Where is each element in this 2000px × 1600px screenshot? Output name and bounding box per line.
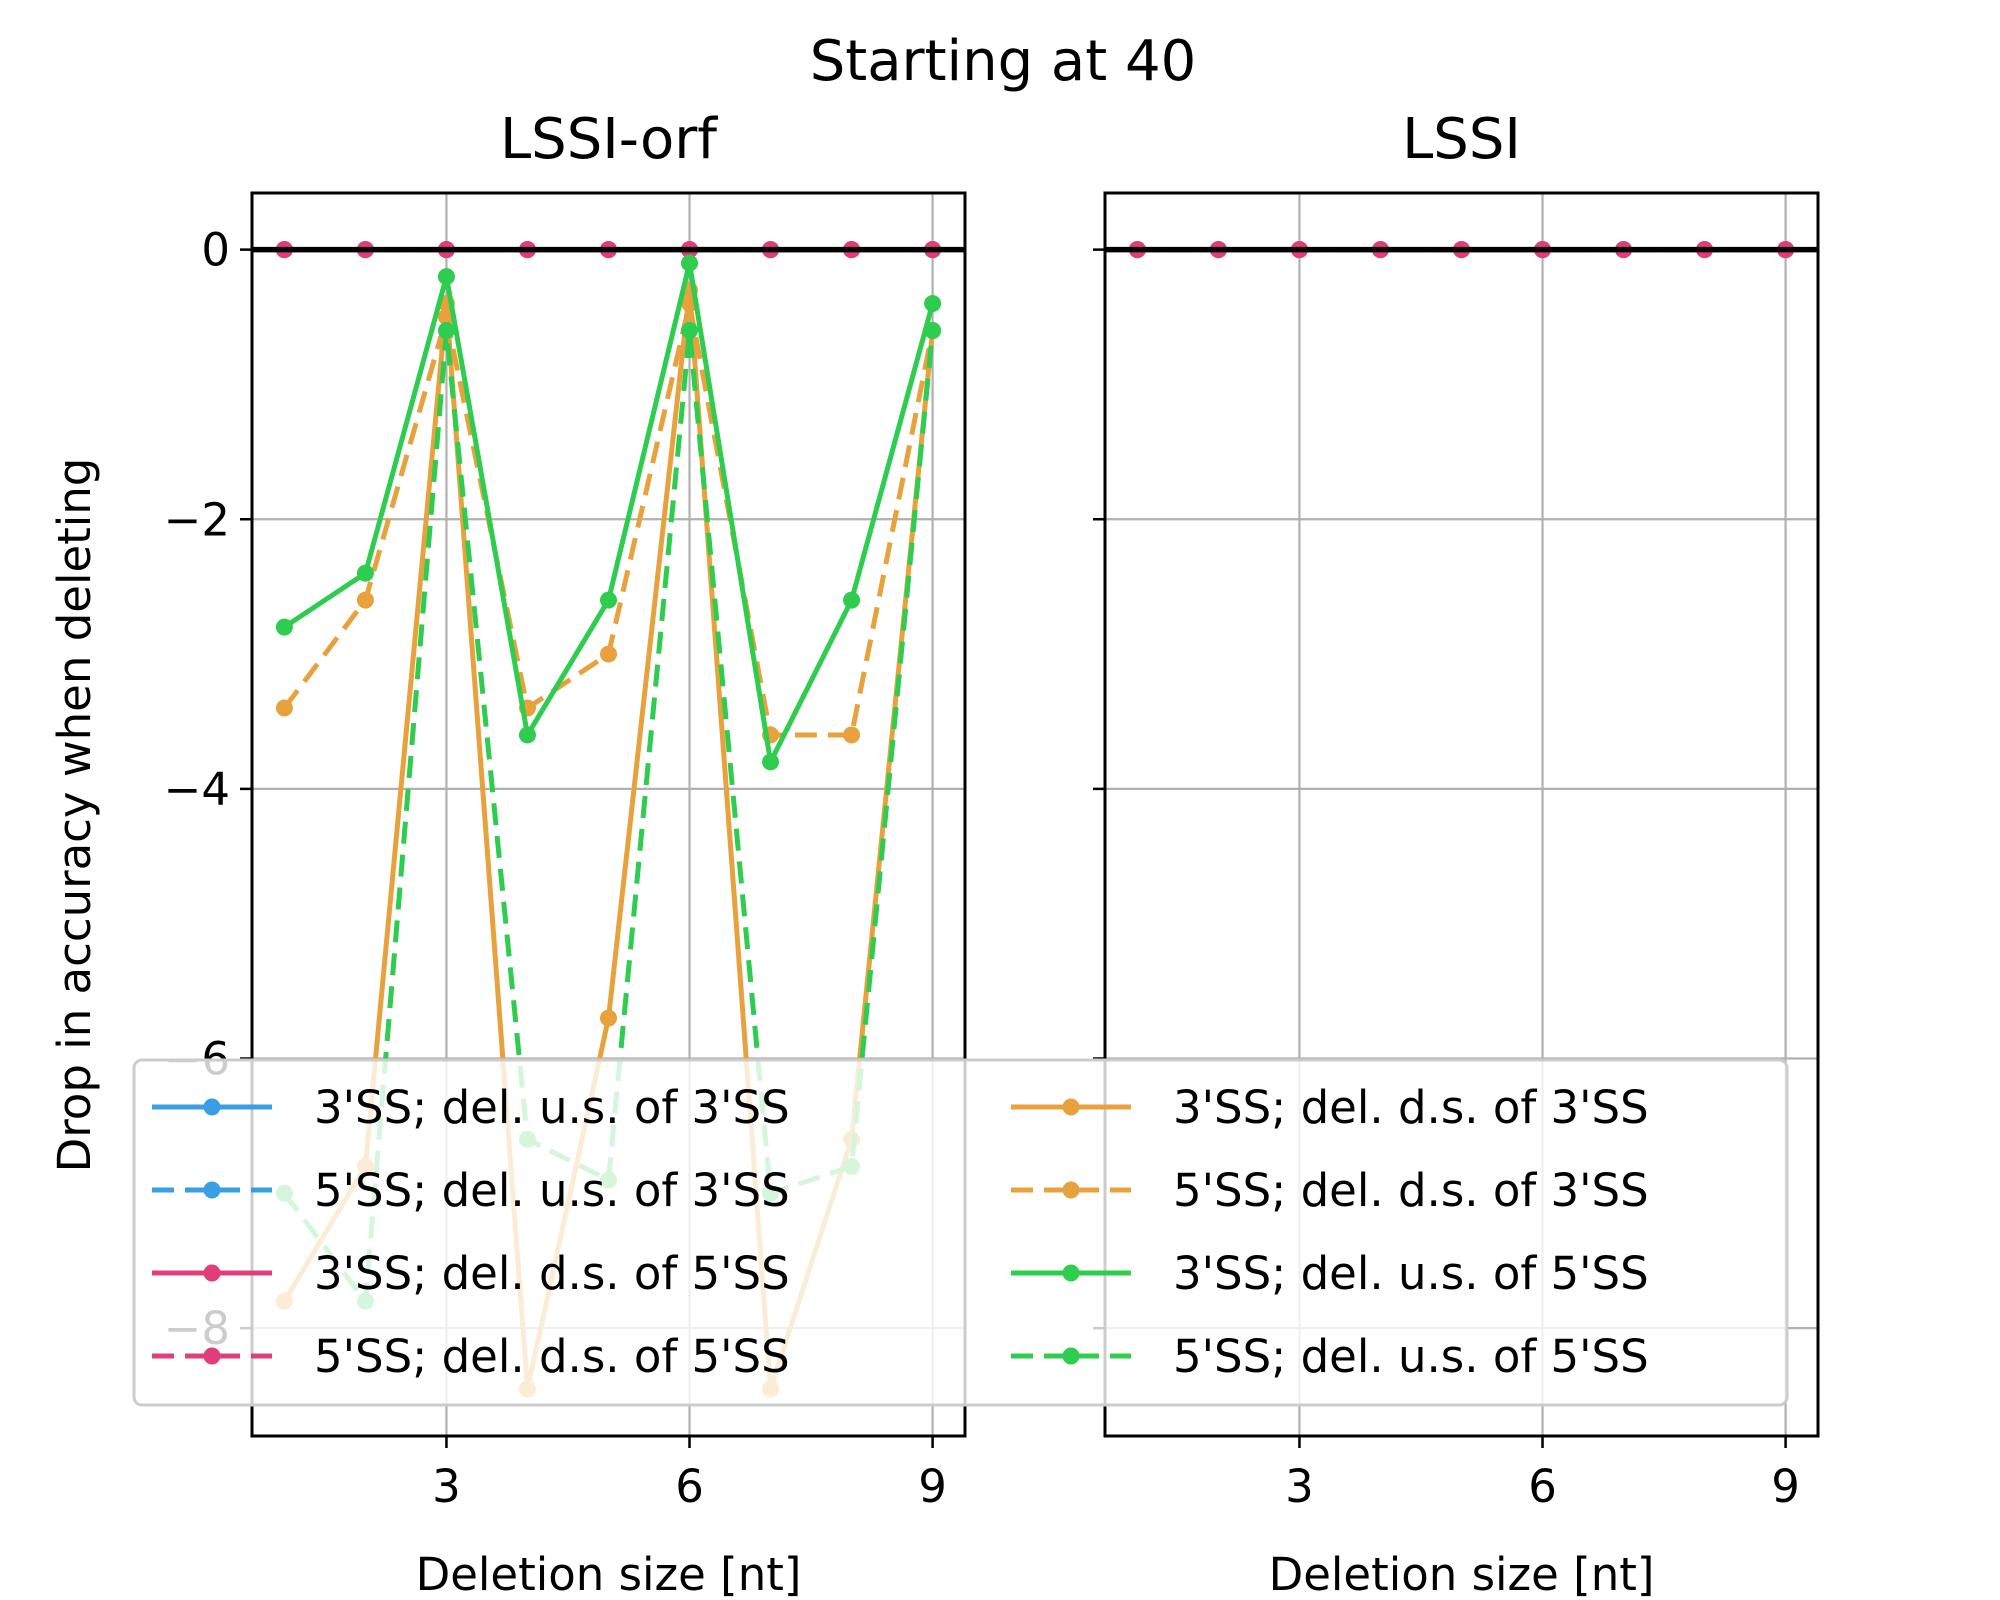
legend-label: 5'SS; del. u.s. of 3'SS [314, 1164, 790, 1217]
x-axis-label: Deletion size [nt] [1269, 1548, 1655, 1600]
data-point [924, 322, 942, 340]
legend-label: 5'SS; del. d.s. of 5'SS [314, 1330, 790, 1383]
panel-lssi: 3 6 9 LSSI Deletion size [nt] [1093, 107, 1820, 1600]
legend-swatch-marker [203, 1181, 221, 1199]
y-tick-label: 0 [201, 224, 230, 277]
panel-title: LSSI [1402, 107, 1521, 172]
panel-title: LSSI-orf [500, 107, 718, 172]
legend-label: 3'SS; del. d.s. of 3'SS [1173, 1081, 1649, 1134]
data-point [600, 591, 617, 609]
data-point [437, 268, 455, 286]
legend-label: 3'SS; del. d.s. of 5'SS [314, 1247, 790, 1300]
legend-label: 3'SS; del. u.s. of 3'SS [314, 1081, 790, 1134]
legend-swatch-marker [203, 1098, 221, 1116]
y-tick-label: −4 [164, 763, 230, 816]
data-point [681, 254, 699, 272]
legend-entry-5-ss-del-u-s-of-5-ss: 5'SS; del. u.s. of 5'SS [1011, 1330, 1649, 1383]
legend: 3'SS; del. u.s. of 3'SS 5'SS; del. u.s. o… [132, 1058, 1789, 1407]
x-axis-label: Deletion size [nt] [416, 1548, 802, 1600]
legend-label: 3'SS; del. u.s. of 5'SS [1173, 1247, 1649, 1300]
legend-entry-5-ss-del-d-s-of-3-ss: 5'SS; del. d.s. of 3'SS [1011, 1164, 1649, 1217]
x-tick-label: 3 [1285, 1460, 1314, 1513]
data-point [924, 295, 942, 313]
series-line [283, 260, 936, 765]
data-point [356, 591, 374, 609]
legend-entry-3-ss-del-d-s-of-3-ss: 3'SS; del. d.s. of 3'SS [1011, 1081, 1649, 1134]
legend-label: 5'SS; del. d.s. of 3'SS [1173, 1164, 1649, 1217]
data-point [275, 699, 293, 717]
legend-swatch-marker [203, 1347, 221, 1365]
legend-swatch-marker [1062, 1181, 1080, 1199]
legend-swatch-marker [203, 1264, 221, 1282]
data-point [437, 322, 455, 340]
x-tick-label: 3 [432, 1460, 461, 1513]
x-tick-label: 6 [1528, 1460, 1557, 1513]
data-point [600, 645, 617, 663]
legend-swatch-marker [1062, 1347, 1080, 1365]
data-point [843, 726, 861, 744]
x-tick-label: 6 [675, 1460, 704, 1513]
legend-entry-3-ss-del-d-s-of-5-ss: 3'SS; del. d.s. of 5'SS [152, 1247, 790, 1300]
y-axis-label: Drop in accuracy when deleting [48, 458, 101, 1173]
legend-frame [132, 1058, 1789, 1407]
axes-frame [250, 191, 967, 1438]
axes-frame [1103, 191, 1820, 1438]
legend-entry-5-ss-del-d-s-of-5-ss: 5'SS; del. d.s. of 5'SS [152, 1330, 790, 1383]
legend-swatch-marker [1062, 1098, 1080, 1116]
figure-title: Starting at 40 [810, 29, 1197, 94]
legend-entry-5-ss-del-u-s-of-3-ss: 5'SS; del. u.s. of 3'SS [152, 1164, 790, 1217]
data-point [275, 618, 293, 636]
x-tick-label: 9 [1771, 1460, 1800, 1513]
legend-swatch-marker [1062, 1264, 1080, 1282]
data-point [681, 322, 699, 340]
data-point [843, 591, 861, 609]
data-point [600, 1009, 617, 1027]
y-tick-label: −2 [164, 493, 230, 546]
data-point [356, 564, 374, 582]
legend-label: 5'SS; del. u.s. of 5'SS [1173, 1330, 1649, 1383]
series-3-ss-del-u-s-of-5-ss [275, 254, 942, 771]
data-point [518, 726, 536, 744]
data-point [762, 753, 780, 771]
x-tick-label: 9 [918, 1460, 947, 1513]
legend-entry-3-ss-del-u-s-of-3-ss: 3'SS; del. u.s. of 3'SS [152, 1081, 790, 1134]
legend-entry-3-ss-del-u-s-of-5-ss: 3'SS; del. u.s. of 5'SS [1011, 1247, 1649, 1300]
